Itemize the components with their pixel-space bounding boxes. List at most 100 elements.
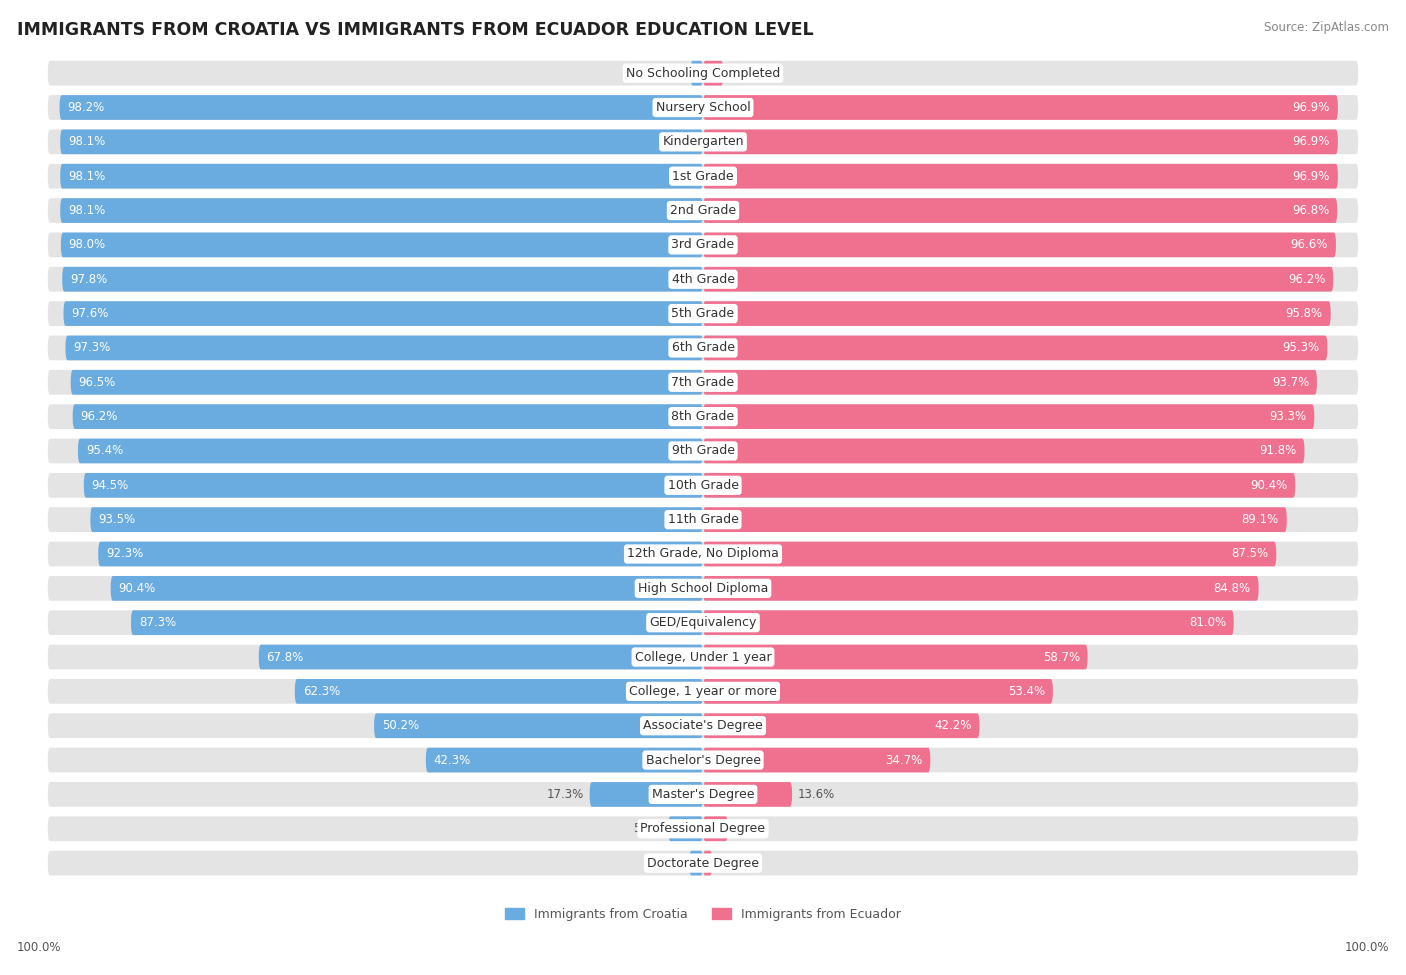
Text: 5th Grade: 5th Grade [672, 307, 734, 320]
Text: 9th Grade: 9th Grade [672, 445, 734, 457]
FancyBboxPatch shape [703, 714, 980, 738]
FancyBboxPatch shape [90, 507, 703, 532]
Text: 96.6%: 96.6% [1291, 239, 1329, 252]
FancyBboxPatch shape [374, 714, 703, 738]
FancyBboxPatch shape [703, 198, 1337, 223]
Text: 90.4%: 90.4% [118, 582, 156, 595]
FancyBboxPatch shape [703, 507, 1286, 532]
Text: 4th Grade: 4th Grade [672, 273, 734, 286]
Text: 34.7%: 34.7% [886, 754, 922, 766]
FancyBboxPatch shape [48, 198, 1358, 223]
FancyBboxPatch shape [703, 748, 931, 772]
Text: 100.0%: 100.0% [1344, 941, 1389, 954]
FancyBboxPatch shape [295, 679, 703, 704]
Text: Nursery School: Nursery School [655, 101, 751, 114]
FancyBboxPatch shape [48, 405, 1358, 429]
FancyBboxPatch shape [48, 507, 1358, 532]
Text: College, Under 1 year: College, Under 1 year [634, 650, 772, 664]
Text: 93.5%: 93.5% [98, 513, 135, 526]
FancyBboxPatch shape [703, 542, 1277, 566]
Text: 96.8%: 96.8% [1292, 204, 1330, 217]
FancyBboxPatch shape [703, 301, 1330, 326]
FancyBboxPatch shape [60, 232, 703, 257]
FancyBboxPatch shape [703, 370, 1317, 395]
Text: 90.4%: 90.4% [1250, 479, 1288, 491]
FancyBboxPatch shape [703, 60, 723, 86]
FancyBboxPatch shape [703, 130, 1339, 154]
FancyBboxPatch shape [703, 851, 713, 876]
Text: 93.7%: 93.7% [1272, 375, 1309, 389]
Text: 96.9%: 96.9% [1292, 170, 1330, 182]
Text: 96.9%: 96.9% [1292, 101, 1330, 114]
Text: 97.6%: 97.6% [72, 307, 108, 320]
FancyBboxPatch shape [703, 439, 1305, 463]
Text: 17.3%: 17.3% [547, 788, 585, 800]
FancyBboxPatch shape [703, 267, 1333, 292]
FancyBboxPatch shape [48, 370, 1358, 395]
FancyBboxPatch shape [48, 130, 1358, 154]
Text: 8th Grade: 8th Grade [672, 410, 734, 423]
Text: IMMIGRANTS FROM CROATIA VS IMMIGRANTS FROM ECUADOR EDUCATION LEVEL: IMMIGRANTS FROM CROATIA VS IMMIGRANTS FR… [17, 21, 814, 39]
FancyBboxPatch shape [60, 164, 703, 188]
FancyBboxPatch shape [48, 542, 1358, 566]
Text: Associate's Degree: Associate's Degree [643, 720, 763, 732]
FancyBboxPatch shape [48, 164, 1358, 188]
Text: 96.2%: 96.2% [80, 410, 118, 423]
FancyBboxPatch shape [98, 542, 703, 566]
FancyBboxPatch shape [48, 439, 1358, 463]
FancyBboxPatch shape [703, 679, 1053, 704]
FancyBboxPatch shape [48, 301, 1358, 326]
FancyBboxPatch shape [703, 164, 1339, 188]
FancyBboxPatch shape [426, 748, 703, 772]
Text: 98.0%: 98.0% [69, 239, 105, 252]
FancyBboxPatch shape [703, 335, 1327, 361]
Text: 10th Grade: 10th Grade [668, 479, 738, 491]
FancyBboxPatch shape [703, 782, 792, 806]
FancyBboxPatch shape [73, 405, 703, 429]
Text: Master's Degree: Master's Degree [652, 788, 754, 800]
FancyBboxPatch shape [48, 816, 1358, 841]
Text: 11th Grade: 11th Grade [668, 513, 738, 526]
Text: 2.1%: 2.1% [654, 857, 683, 870]
Text: 7th Grade: 7th Grade [672, 375, 734, 389]
FancyBboxPatch shape [48, 60, 1358, 86]
FancyBboxPatch shape [48, 576, 1358, 601]
FancyBboxPatch shape [77, 439, 703, 463]
Text: 62.3%: 62.3% [302, 684, 340, 698]
FancyBboxPatch shape [689, 851, 703, 876]
FancyBboxPatch shape [70, 370, 703, 395]
FancyBboxPatch shape [48, 679, 1358, 704]
Text: 6th Grade: 6th Grade [672, 341, 734, 355]
FancyBboxPatch shape [48, 232, 1358, 257]
Text: 98.2%: 98.2% [67, 101, 104, 114]
Text: 3.8%: 3.8% [733, 822, 763, 836]
Text: 97.8%: 97.8% [70, 273, 107, 286]
Text: 93.3%: 93.3% [1270, 410, 1306, 423]
Text: 53.4%: 53.4% [1008, 684, 1045, 698]
Text: 98.1%: 98.1% [67, 136, 105, 148]
Text: GED/Equivalency: GED/Equivalency [650, 616, 756, 629]
FancyBboxPatch shape [48, 714, 1358, 738]
Text: 96.5%: 96.5% [79, 375, 115, 389]
Text: 97.3%: 97.3% [73, 341, 111, 355]
FancyBboxPatch shape [703, 576, 1258, 601]
Text: No Schooling Completed: No Schooling Completed [626, 66, 780, 80]
Text: 81.0%: 81.0% [1188, 616, 1226, 629]
Text: 12th Grade, No Diploma: 12th Grade, No Diploma [627, 548, 779, 561]
Text: 96.9%: 96.9% [1292, 136, 1330, 148]
Text: 1st Grade: 1st Grade [672, 170, 734, 182]
Text: Professional Degree: Professional Degree [641, 822, 765, 836]
FancyBboxPatch shape [60, 198, 703, 223]
FancyBboxPatch shape [48, 610, 1358, 635]
FancyBboxPatch shape [48, 267, 1358, 292]
Text: 95.3%: 95.3% [1282, 341, 1320, 355]
Text: 91.8%: 91.8% [1260, 445, 1296, 457]
FancyBboxPatch shape [703, 473, 1295, 497]
FancyBboxPatch shape [48, 851, 1358, 876]
FancyBboxPatch shape [131, 610, 703, 635]
FancyBboxPatch shape [59, 96, 703, 120]
Text: High School Diploma: High School Diploma [638, 582, 768, 595]
Text: 98.1%: 98.1% [67, 204, 105, 217]
Text: 95.8%: 95.8% [1285, 307, 1323, 320]
Text: Bachelor's Degree: Bachelor's Degree [645, 754, 761, 766]
